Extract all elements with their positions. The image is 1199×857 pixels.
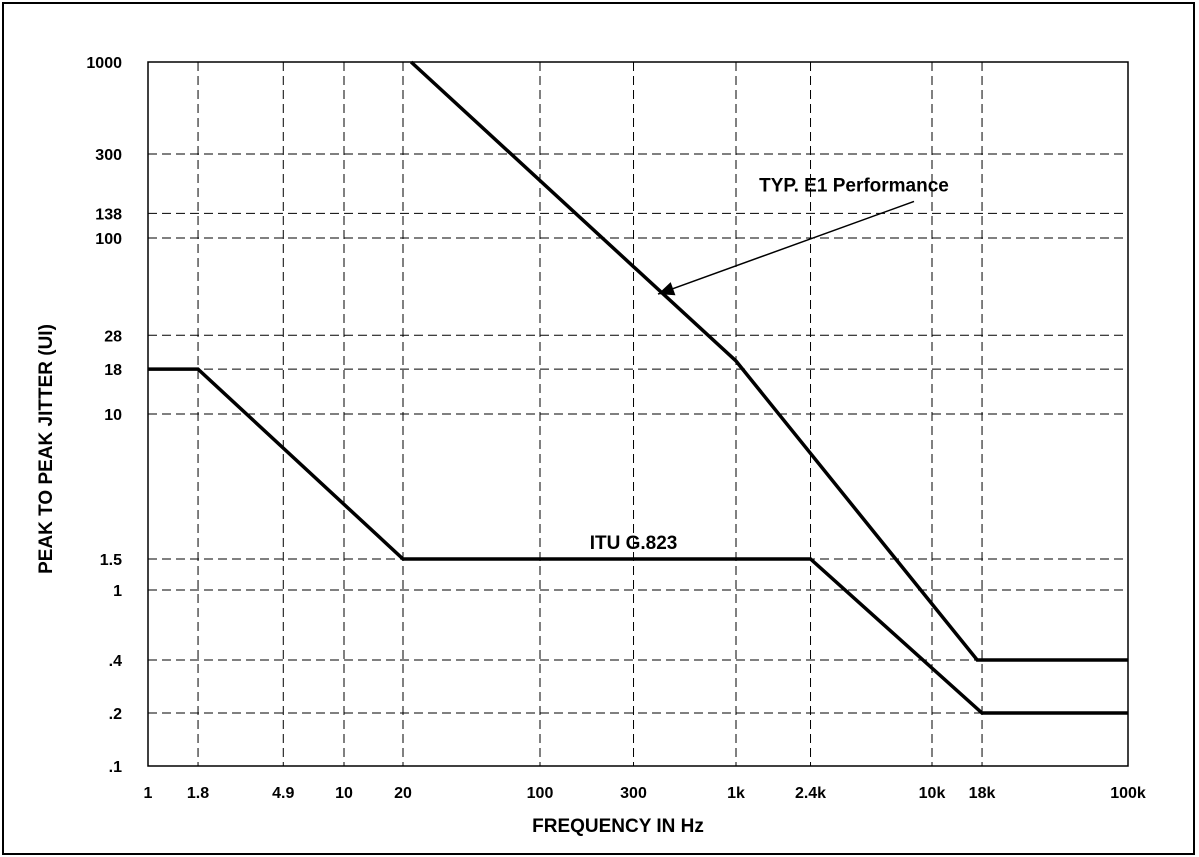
annotation-label: ITU G.823 [590, 533, 678, 554]
x-tick-label: 1k [727, 785, 745, 802]
y-tick-label: 1.5 [100, 552, 122, 569]
y-tick-label: .4 [109, 653, 122, 670]
jitter-tolerance-chart: ITU G.823 TYP. E1 Performance 1 1.8 4.9 10 20… [36, 55, 1146, 837]
x-tick-label: 20 [394, 785, 412, 802]
annotation-arrow-line [657, 200, 915, 295]
x-tick-label: 1.8 [187, 785, 209, 802]
grid-layer [148, 62, 1128, 766]
y-tick-label: 28 [104, 328, 122, 345]
tick-label-layer: 1 1.8 4.9 10 20 100 300 1k 2.4k 10k 18k 100k 1000 300… [86, 55, 1145, 802]
x-tick-label: 1 [144, 785, 153, 802]
x-tick-label: 2.4k [795, 785, 826, 802]
y-tick-label: .2 [109, 706, 122, 723]
x-tick-label: 10k [919, 785, 946, 802]
y-tick-label: .1 [109, 759, 122, 776]
plot-area-border [147, 61, 1129, 767]
x-tick-label: 4.9 [272, 785, 294, 802]
x-tick-label: 10 [335, 785, 353, 802]
series-line-2 [409, 60, 1128, 662]
annotation-layer: ITU G.823 TYP. E1 Performance [590, 175, 949, 554]
series-line-1 [148, 367, 1128, 715]
y-tick-label: 138 [95, 206, 122, 223]
y-tick-label: 18 [104, 362, 122, 379]
series-layer [148, 60, 1128, 715]
y-tick-label: 1 [113, 583, 122, 600]
x-tick-label: 18k [969, 785, 996, 802]
annotation-label: TYP. E1 Performance [759, 175, 949, 196]
y-tick-label: 100 [95, 231, 122, 248]
x-tick-label: 100 [527, 785, 554, 802]
y-axis-title: PEAK TO PEAK JITTER (UI) [36, 324, 57, 574]
y-tick-label: 300 [95, 147, 122, 164]
x-tick-label: 100k [1110, 785, 1146, 802]
annotation-arrowhead [658, 282, 676, 296]
x-axis-title: FREQUENCY IN Hz [532, 816, 704, 837]
y-tick-label: 10 [104, 407, 122, 424]
x-tick-label: 300 [620, 785, 647, 802]
y-tick-label: 1000 [86, 55, 122, 72]
